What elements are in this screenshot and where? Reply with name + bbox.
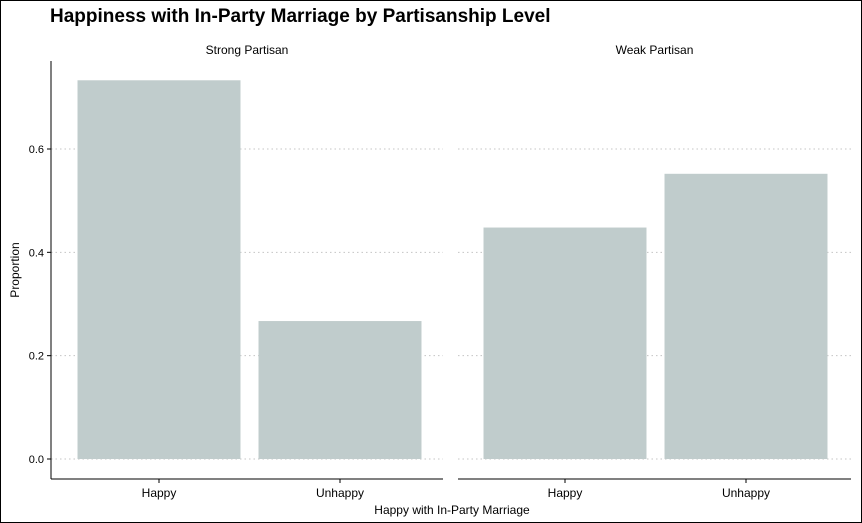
bar-1-1 <box>664 173 828 460</box>
x-axis-title: Happy with In-Party Marriage <box>374 503 530 517</box>
y-axis-title: Proportion <box>8 242 22 297</box>
y-tick-label: 0.6 <box>29 144 44 156</box>
y-tick-label: 0.0 <box>29 454 44 466</box>
bar-0-0 <box>77 80 241 460</box>
chart-title: Happiness with In-Party Marriage by Part… <box>50 6 551 27</box>
x-tick-label: Unhappy <box>316 486 364 500</box>
x-tick-label: Happy <box>548 486 583 500</box>
bar-1-0 <box>483 227 647 459</box>
x-tick-label: Happy <box>142 486 177 500</box>
facet-label: Strong Partisan <box>206 43 289 57</box>
facet-label: Weak Partisan <box>616 43 694 57</box>
y-tick-label: 0.2 <box>29 351 44 363</box>
y-tick-label: 0.4 <box>29 247 44 259</box>
x-tick-label: Unhappy <box>722 486 770 500</box>
bar-0-1 <box>258 321 422 459</box>
